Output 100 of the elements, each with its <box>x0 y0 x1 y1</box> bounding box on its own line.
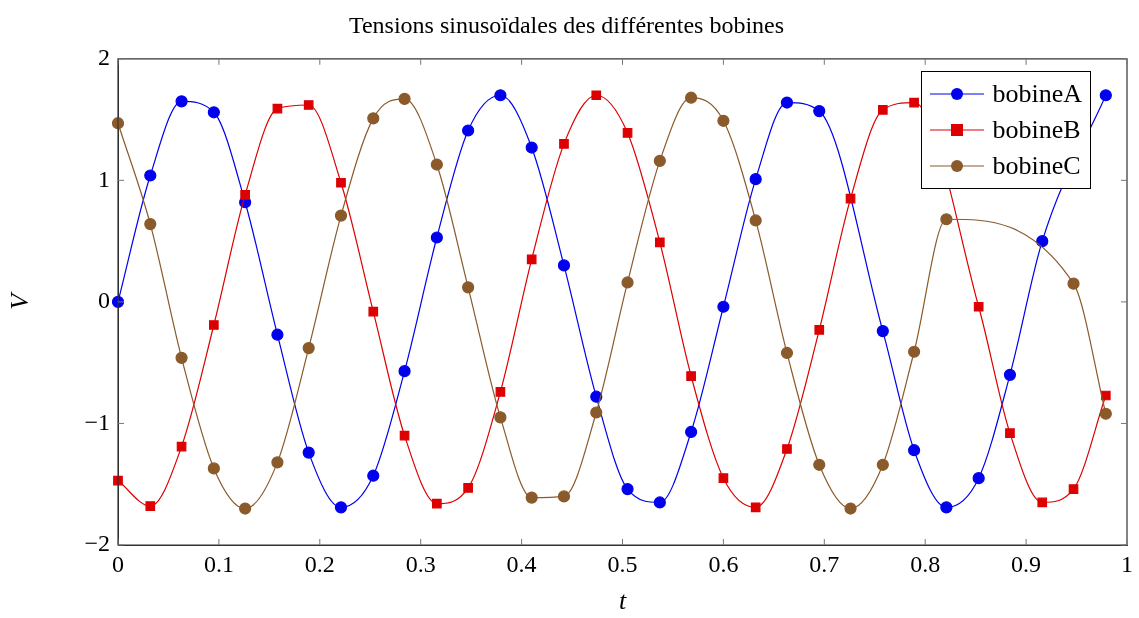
point <box>908 345 921 358</box>
point <box>653 154 666 167</box>
y-tick-label: 1 <box>98 165 110 192</box>
y-tick-label: −1 <box>84 408 110 435</box>
point <box>685 425 698 439</box>
point <box>175 95 188 108</box>
point <box>430 231 443 244</box>
point <box>432 498 442 509</box>
x-axis-title: t <box>618 586 627 616</box>
point <box>145 501 156 511</box>
point <box>367 112 380 125</box>
point <box>1099 89 1112 102</box>
y-tick-label: 0 <box>98 287 110 314</box>
point <box>972 472 985 485</box>
point <box>462 124 475 137</box>
point <box>717 300 730 313</box>
point <box>398 365 411 378</box>
point <box>272 103 283 114</box>
point <box>302 341 315 355</box>
point <box>525 491 538 504</box>
point <box>686 371 696 381</box>
point <box>876 458 889 471</box>
point <box>940 213 953 226</box>
point <box>207 106 220 119</box>
legend-label: bobineA <box>992 77 1082 110</box>
point <box>940 501 953 514</box>
point <box>877 105 888 115</box>
point <box>780 346 794 360</box>
point <box>271 456 284 469</box>
point <box>240 190 250 200</box>
point <box>175 351 188 364</box>
point <box>557 259 571 272</box>
point <box>302 446 315 459</box>
point <box>368 306 379 317</box>
y-tick-label: 2 <box>98 44 110 71</box>
x-tick-label: 0.6 <box>708 550 739 577</box>
point <box>813 458 826 471</box>
point <box>495 387 506 397</box>
x-tick-label: 0.4 <box>506 550 537 577</box>
point <box>525 141 538 154</box>
point <box>909 97 919 108</box>
point <box>1036 235 1049 248</box>
point <box>750 502 761 513</box>
point <box>782 444 792 454</box>
point <box>336 177 346 188</box>
point <box>209 320 219 330</box>
point <box>590 406 603 419</box>
x-tick-label: 0.8 <box>910 550 941 577</box>
y-axis-title: V <box>5 290 35 310</box>
x-tick-label: 0.3 <box>405 550 436 577</box>
legend-label: bobineB <box>992 113 1081 146</box>
point <box>526 254 537 265</box>
point <box>303 100 314 110</box>
point <box>398 92 411 106</box>
point <box>559 139 569 149</box>
point <box>334 209 348 222</box>
point <box>463 483 473 493</box>
point <box>908 444 921 457</box>
y-tick-label: −2 <box>84 530 110 557</box>
point <box>844 502 857 515</box>
point <box>1067 277 1080 290</box>
x-tick-label: 0.9 <box>1011 550 1042 577</box>
point <box>876 324 889 338</box>
point <box>207 462 220 475</box>
x-tick-label: 1 <box>1121 550 1133 577</box>
point <box>1099 407 1112 420</box>
point <box>1005 428 1015 439</box>
point <box>749 214 762 227</box>
point <box>685 91 698 104</box>
point <box>749 173 762 186</box>
point <box>144 169 157 182</box>
point <box>653 496 666 509</box>
point <box>622 128 633 138</box>
legend-label: bobineC <box>992 149 1081 182</box>
point <box>494 411 507 424</box>
point <box>557 490 571 503</box>
x-tick-label: 0.2 <box>304 550 335 577</box>
point <box>334 501 348 514</box>
point <box>462 281 475 294</box>
point <box>813 104 826 118</box>
point <box>494 89 507 102</box>
point <box>367 469 380 482</box>
point <box>780 96 794 109</box>
point <box>621 276 634 289</box>
point <box>144 218 157 231</box>
point <box>591 90 602 101</box>
point <box>654 237 665 248</box>
point <box>814 325 825 335</box>
point <box>430 158 443 171</box>
chart-title: Tensions sinusoïdales des différentes bobines <box>348 11 785 38</box>
point <box>239 502 252 515</box>
point <box>1003 368 1017 381</box>
x-tick-label: 0.5 <box>607 550 638 577</box>
point <box>717 114 730 127</box>
x-tick-label: 0.1 <box>203 550 234 577</box>
point <box>621 482 634 496</box>
x-tick-label: 0.7 <box>809 550 840 577</box>
point <box>1068 484 1079 494</box>
point <box>718 473 729 483</box>
point <box>271 328 284 341</box>
